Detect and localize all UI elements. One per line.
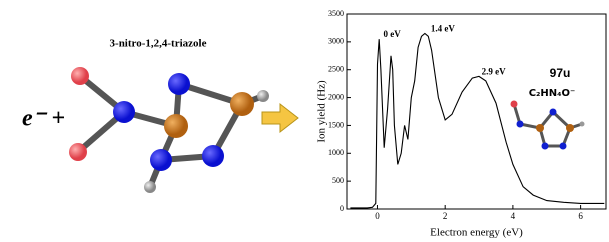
y-tick-label: 0 <box>340 204 344 213</box>
y-tick-label: 3000 <box>328 37 344 46</box>
y-tick-label: 1000 <box>328 148 344 157</box>
reaction-text: e⁻ + <box>22 106 65 132</box>
data-line <box>350 34 604 208</box>
figure: 3-nitro-1,2,4-triazole e⁻ + 0 500 1000 1500… <box>0 0 609 242</box>
y-tick-label: 1500 <box>328 120 344 129</box>
arrow <box>262 104 298 132</box>
peak-annotation: 2.9 eV <box>482 66 506 76</box>
x-tick-label: 6 <box>578 211 583 221</box>
y-tick-label: 3500 <box>328 9 344 18</box>
x-tick-label: 4 <box>511 211 516 221</box>
y-tick-label: 2500 <box>328 65 344 74</box>
mass-label: 97u <box>550 66 571 80</box>
y-tick-label: 500 <box>332 176 344 185</box>
x-tick-label: 0 <box>375 211 380 221</box>
molecule-title: 3-nitro-1,2,4-triazole <box>110 38 207 50</box>
ion-formula: C₂HN₄O⁻ <box>529 88 576 99</box>
x-tick-label: 2 <box>443 211 448 221</box>
molecule <box>69 67 269 193</box>
plot-frame <box>347 14 606 209</box>
peak-annotation: 1.4 eV <box>431 24 455 34</box>
peak-annotation: 0 eV <box>383 29 401 39</box>
x-axis-label: Electron energy (eV) <box>430 227 523 239</box>
inset-molecule <box>511 101 585 150</box>
y-axis-label: Ion yield (Hz) <box>316 80 328 143</box>
y-tick-label: 2000 <box>328 92 344 101</box>
